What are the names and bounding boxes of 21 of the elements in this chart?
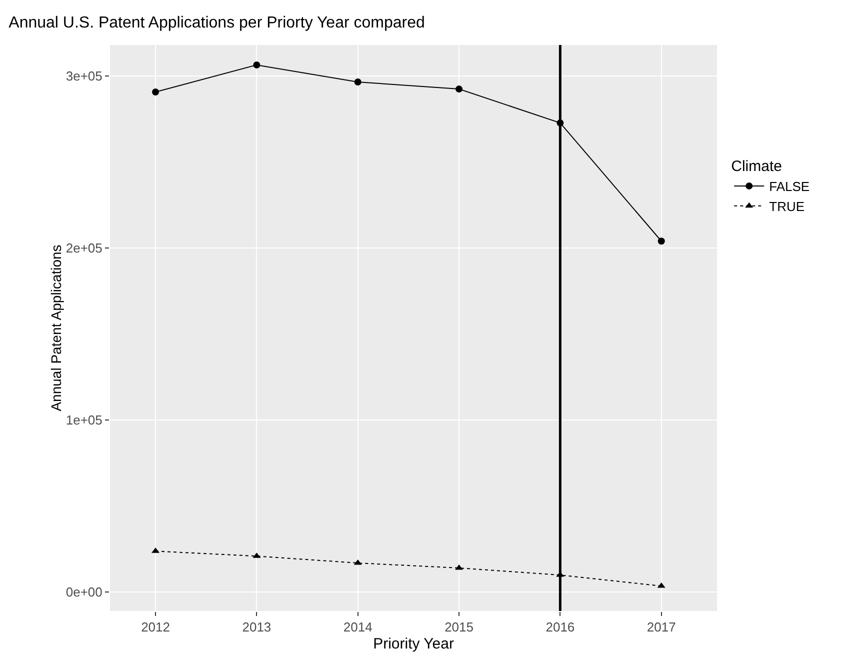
y-axis-title: Annual Patent Applications (48, 244, 64, 412)
y-tick-label: 2e+05 (66, 240, 102, 256)
chart-title: Annual U.S. Patent Applications per Priorty Year compared (8, 14, 425, 32)
y-tick-label: 1e+05 (66, 412, 102, 428)
x-tick-label: 2013 (242, 620, 272, 635)
y-tick-label: 0e+00 (66, 584, 102, 600)
point (253, 61, 260, 68)
x-tick-label: 2016 (546, 620, 575, 635)
legend-label: FALSE (769, 179, 810, 194)
y-tick-label: 3e+05 (66, 68, 102, 84)
x-tick-label: 2015 (444, 620, 474, 635)
x-axis-title: Priority Year (373, 636, 454, 653)
point (658, 238, 665, 245)
x-tick-label: 2014 (343, 620, 372, 635)
legend-title: Climate (731, 158, 782, 175)
x-tick-label: 2017 (646, 620, 676, 635)
x-tick-label: 2012 (141, 620, 170, 635)
point (152, 88, 160, 96)
point (354, 78, 362, 86)
point (456, 86, 463, 93)
legend-label: TRUE (769, 198, 805, 214)
